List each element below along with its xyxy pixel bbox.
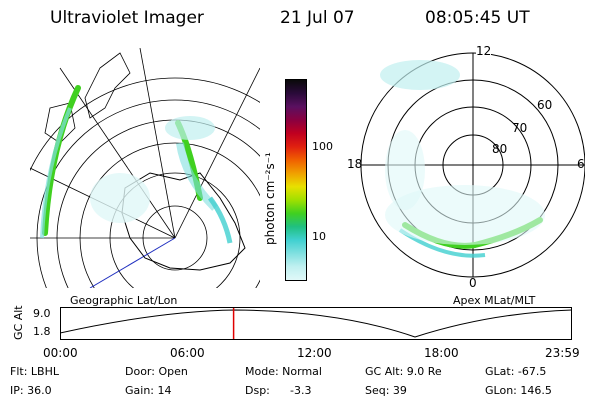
gc-alt-status: GC Alt: 9.0 Re <box>365 365 442 378</box>
glat-status: GLat: -67.5 <box>485 365 547 378</box>
app-title: Ultraviolet Imager <box>50 8 204 28</box>
time-tick-1: 06:00 <box>170 346 205 360</box>
alt-tick-9: 9.0 <box>33 307 51 320</box>
alt-tick-1.8: 1.8 <box>33 325 51 338</box>
date-label: 21 Jul 07 <box>280 8 355 28</box>
colorbar-tick-10: 10 <box>312 230 326 243</box>
geo-panel-label: Geographic Lat/Lon <box>70 294 178 307</box>
geographic-map <box>30 48 260 288</box>
dsp-value: -3.3 <box>290 384 312 397</box>
mode-status: Mode: Normal <box>245 365 322 378</box>
ip-status: IP: 36.0 <box>10 384 52 397</box>
mlt-label-0: 0 <box>469 276 477 290</box>
time-tick-0: 00:00 <box>43 346 78 360</box>
filter-status: Flt: LBHL <box>10 365 59 378</box>
colorbar-unit-label: photon cm⁻²s⁻¹ <box>263 152 277 245</box>
gc-alt-axis-label: GC Alt <box>12 305 25 340</box>
time-tick-2: 12:00 <box>297 346 332 360</box>
door-status: Door: Open <box>125 365 188 378</box>
seq-status: Seq: 39 <box>365 384 407 397</box>
gain-status: Gain: 14 <box>125 384 172 397</box>
colorbar <box>285 79 307 281</box>
dsp-label: Dsp: <box>245 384 270 397</box>
mlt-label-18: 18 <box>347 157 363 171</box>
mlt-label-12: 12 <box>476 44 492 58</box>
apex-polar-plot <box>360 52 585 278</box>
glon-status: GLon: 146.5 <box>485 384 552 397</box>
colorbar-gradient <box>286 80 306 280</box>
apex-panel-label: Apex MLat/MLT <box>453 294 536 307</box>
colorbar-tick-100: 100 <box>312 140 333 153</box>
time-tick-4: 23:59 <box>545 346 580 360</box>
mlat-label-70: 70 <box>512 121 528 135</box>
time-label: 08:05:45 UT <box>425 8 530 28</box>
mlat-label-80: 80 <box>492 142 508 156</box>
mlt-label-6: 6 <box>577 157 585 171</box>
altitude-strip <box>60 307 572 340</box>
time-tick-3: 18:00 <box>424 346 459 360</box>
mlat-label-60: 60 <box>537 98 553 112</box>
